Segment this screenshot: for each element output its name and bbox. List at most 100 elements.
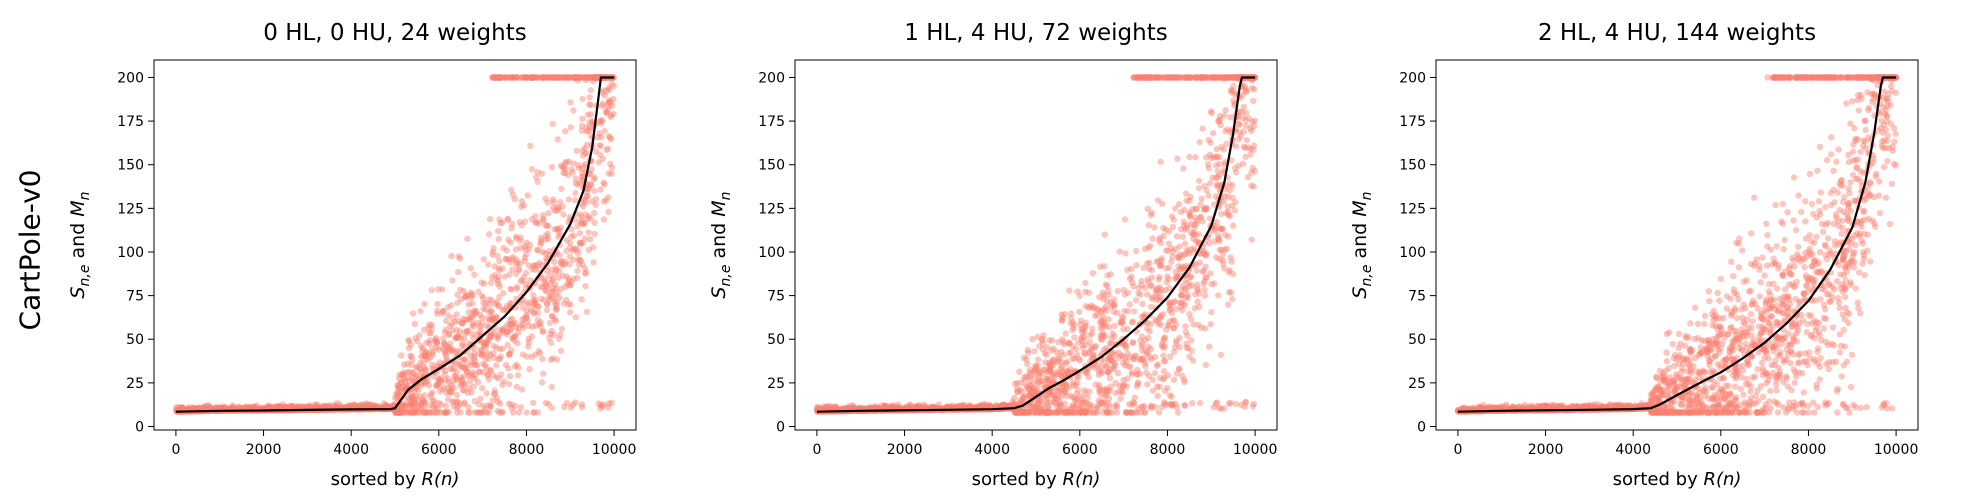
scatter-point (1122, 250, 1128, 256)
scatter-point (1107, 375, 1113, 381)
y-tick-label: 175 (117, 114, 144, 130)
scatter-point (1224, 246, 1230, 252)
scatter-point (461, 401, 467, 407)
scatter-point (1145, 222, 1151, 228)
scatter-point (546, 74, 552, 80)
scatter-point (493, 362, 499, 368)
scatter-point (601, 92, 607, 98)
scatter-point (515, 74, 521, 80)
scatter-point (583, 199, 589, 205)
scatter-point (1229, 258, 1235, 264)
scatter-point (1029, 336, 1035, 342)
scatter-point (469, 293, 475, 299)
scatter-point (532, 219, 538, 225)
scatter-point (1092, 381, 1098, 387)
scatter-point (1092, 313, 1098, 319)
scatter-point (1087, 332, 1093, 338)
scatter-point (1084, 394, 1090, 400)
scatter-point (547, 280, 553, 286)
scatter-point (1128, 274, 1134, 280)
scatter-point (410, 310, 416, 316)
scatter-point (490, 350, 496, 356)
scatter-point (1200, 248, 1206, 254)
scatter-point (407, 401, 413, 407)
scatter-point (485, 356, 491, 362)
scatter-point (586, 94, 592, 100)
scatter-point (509, 315, 515, 321)
scatter-point (542, 196, 548, 202)
scatter-point (566, 196, 572, 202)
scatter-point (1208, 309, 1214, 315)
scatter-point (557, 332, 563, 338)
scatter-point (506, 381, 512, 387)
scatter-point (1111, 296, 1117, 302)
scatter-point (1157, 384, 1163, 390)
scatter-point (1230, 83, 1236, 89)
scatter-point (531, 299, 537, 305)
scatter-point (597, 152, 603, 158)
scatter-point (534, 247, 540, 253)
scatter-point (1242, 404, 1248, 410)
scatter-point (495, 228, 501, 234)
scatter-point (445, 312, 451, 318)
scatter-point (477, 396, 483, 402)
axes-frame (154, 60, 636, 430)
scatter-point (474, 409, 480, 415)
scatter-point (460, 320, 466, 326)
scatter-point (1246, 115, 1252, 121)
scatter-point (479, 352, 485, 358)
scatter-point (490, 245, 496, 251)
scatter-point (455, 403, 461, 409)
scatter-point (571, 74, 577, 80)
scatter-point (449, 277, 455, 283)
scatter-point (1036, 343, 1042, 349)
scatter-point (409, 357, 415, 363)
scatter-point (499, 265, 505, 271)
scatter-point (1176, 201, 1182, 207)
scatter-point (453, 360, 459, 366)
scatter-point (1148, 304, 1154, 310)
scatter-point (458, 409, 464, 415)
scatter-point (1150, 388, 1156, 394)
scatter-point (1182, 251, 1188, 257)
scatter-point (1090, 270, 1096, 276)
scatter-point (488, 280, 494, 286)
scatter-point (1139, 314, 1145, 320)
x-axis-label: sorted by R(n) (331, 469, 460, 490)
scatter-point (487, 403, 493, 409)
scatter-point (481, 409, 487, 415)
scatter-point (448, 253, 454, 259)
scatter-point (610, 96, 616, 102)
scatter-point (572, 197, 578, 203)
scatter-point (1196, 178, 1202, 184)
scatter-point (472, 307, 478, 313)
scatter-point (1183, 190, 1189, 196)
scatter-point (556, 74, 562, 80)
scatter-point (588, 166, 594, 172)
scatter-point (597, 405, 603, 411)
scatter-point (1045, 377, 1051, 383)
scatter-point (1119, 389, 1125, 395)
scatter-point (1157, 235, 1163, 241)
scatter-point (1092, 344, 1098, 350)
scatter-point (1186, 154, 1192, 160)
scatter-point (1212, 238, 1218, 244)
scatter-point (1037, 397, 1043, 403)
scatter-point (583, 74, 589, 80)
scatter-point (412, 409, 418, 415)
scatter-point (524, 318, 530, 324)
scatter-point (416, 332, 422, 338)
scatter-point (461, 381, 467, 387)
scatter-point (485, 261, 491, 267)
scatter-point (429, 287, 435, 293)
scatter-point (466, 409, 472, 415)
scatter-point (529, 166, 535, 172)
scatter-point (495, 375, 501, 381)
scatter-point (481, 256, 487, 262)
scatter-point (1146, 373, 1152, 379)
scatter-point (517, 219, 523, 225)
y-axis-label: Sn,e and Mn (67, 191, 93, 298)
scatter-point (486, 231, 492, 237)
